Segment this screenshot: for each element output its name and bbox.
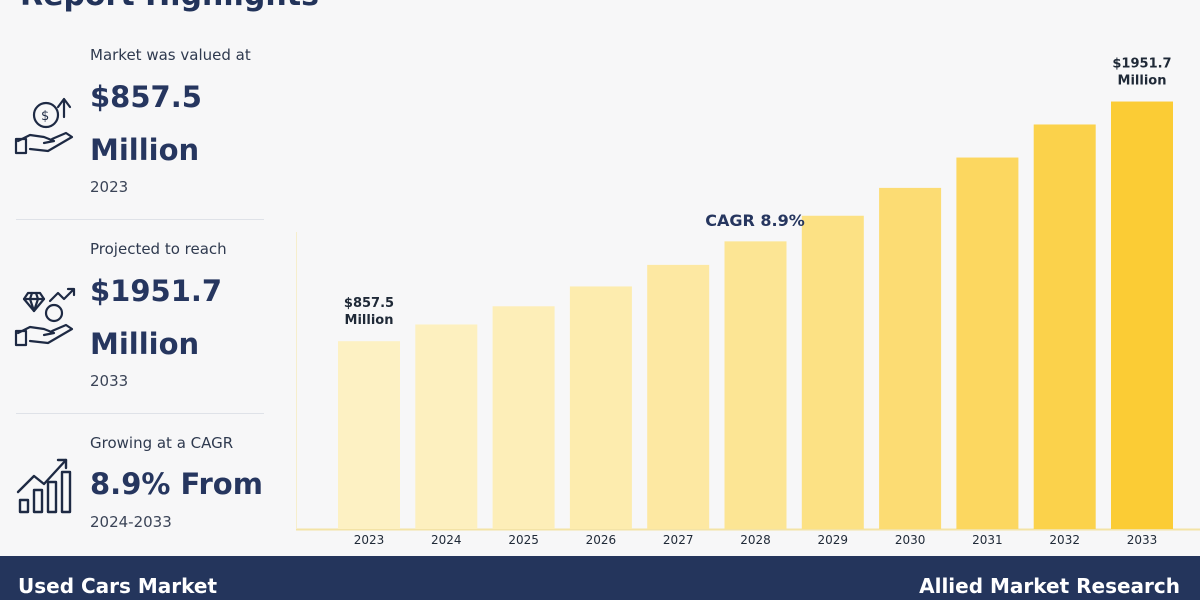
x-tick-label: 2026 bbox=[586, 533, 617, 547]
stat-year: 2024-2033 bbox=[90, 513, 172, 531]
x-tick-label: 2025 bbox=[508, 533, 539, 547]
stat-value-unit: Million bbox=[90, 327, 200, 361]
bar-2024 bbox=[415, 324, 478, 529]
stat-year: 2023 bbox=[90, 178, 129, 196]
bar-2031 bbox=[956, 157, 1019, 529]
bar-2030 bbox=[879, 187, 942, 529]
stat-projected: Projected to reach $1951.7 Million 2033 bbox=[0, 0, 270, 410]
x-tick-label: 2030 bbox=[895, 533, 926, 547]
svg-text:$: $ bbox=[41, 109, 49, 124]
bar-2026 bbox=[569, 286, 632, 529]
footer-bar: Used Cars Market Allied Market Research bbox=[0, 556, 1200, 600]
stat-value: $1951.7 bbox=[90, 274, 223, 308]
x-tick-label: 2028 bbox=[740, 533, 771, 547]
stat-value-unit: Million bbox=[90, 133, 200, 167]
stat-cagr: Growing at a CAGR 8.9% From 2024-2033 bbox=[0, 0, 270, 556]
bar-2033 bbox=[1111, 101, 1173, 530]
stat-year: 2033 bbox=[90, 372, 129, 390]
footer-brand: Allied Market Research bbox=[919, 574, 1180, 598]
page-title: Report Highlights bbox=[20, 0, 319, 13]
growth-bars-icon bbox=[16, 458, 72, 514]
stat-valued: $ Market was valued at $857.5 Million 20… bbox=[0, 0, 270, 215]
x-tick-label: 2033 bbox=[1127, 533, 1158, 547]
divider bbox=[16, 219, 264, 220]
bar-2029 bbox=[801, 215, 864, 529]
bar-2025 bbox=[492, 306, 555, 529]
diamond-hand-icon bbox=[14, 287, 76, 347]
x-tick-label: 2027 bbox=[663, 533, 694, 547]
bar-2028 bbox=[724, 241, 787, 529]
data-label-last: $1951.7 bbox=[1112, 57, 1171, 72]
x-tick-label: 2029 bbox=[818, 533, 849, 547]
cagr-annotation: CAGR 8.9% bbox=[705, 211, 805, 230]
money-hand-icon: $ bbox=[14, 97, 74, 155]
stat-value: 8.9% From bbox=[90, 467, 263, 501]
divider bbox=[16, 413, 264, 414]
stat-value: $857.5 bbox=[90, 80, 202, 114]
x-tick-label: 2023 bbox=[354, 533, 385, 547]
bar-2023 bbox=[338, 341, 400, 529]
data-label-last: Million bbox=[1118, 74, 1167, 89]
stat-label: Growing at a CAGR bbox=[90, 434, 234, 452]
stat-label: Market was valued at bbox=[90, 46, 251, 64]
bar-2027 bbox=[647, 264, 710, 529]
data-label-first: $857.5 bbox=[344, 296, 394, 311]
x-tick-label: 2032 bbox=[1049, 533, 1080, 547]
x-tick-label: 2031 bbox=[972, 533, 1003, 547]
data-label-first: Million bbox=[345, 313, 394, 328]
stat-label: Projected to reach bbox=[90, 240, 227, 258]
footer-market-name: Used Cars Market bbox=[18, 574, 218, 598]
x-tick-label: 2024 bbox=[431, 533, 462, 547]
bar-chart: 2023 2024 2025 2026 2027 2028 2029 2030 2031 2032… bbox=[296, 57, 1200, 547]
bar-2032 bbox=[1033, 124, 1096, 529]
